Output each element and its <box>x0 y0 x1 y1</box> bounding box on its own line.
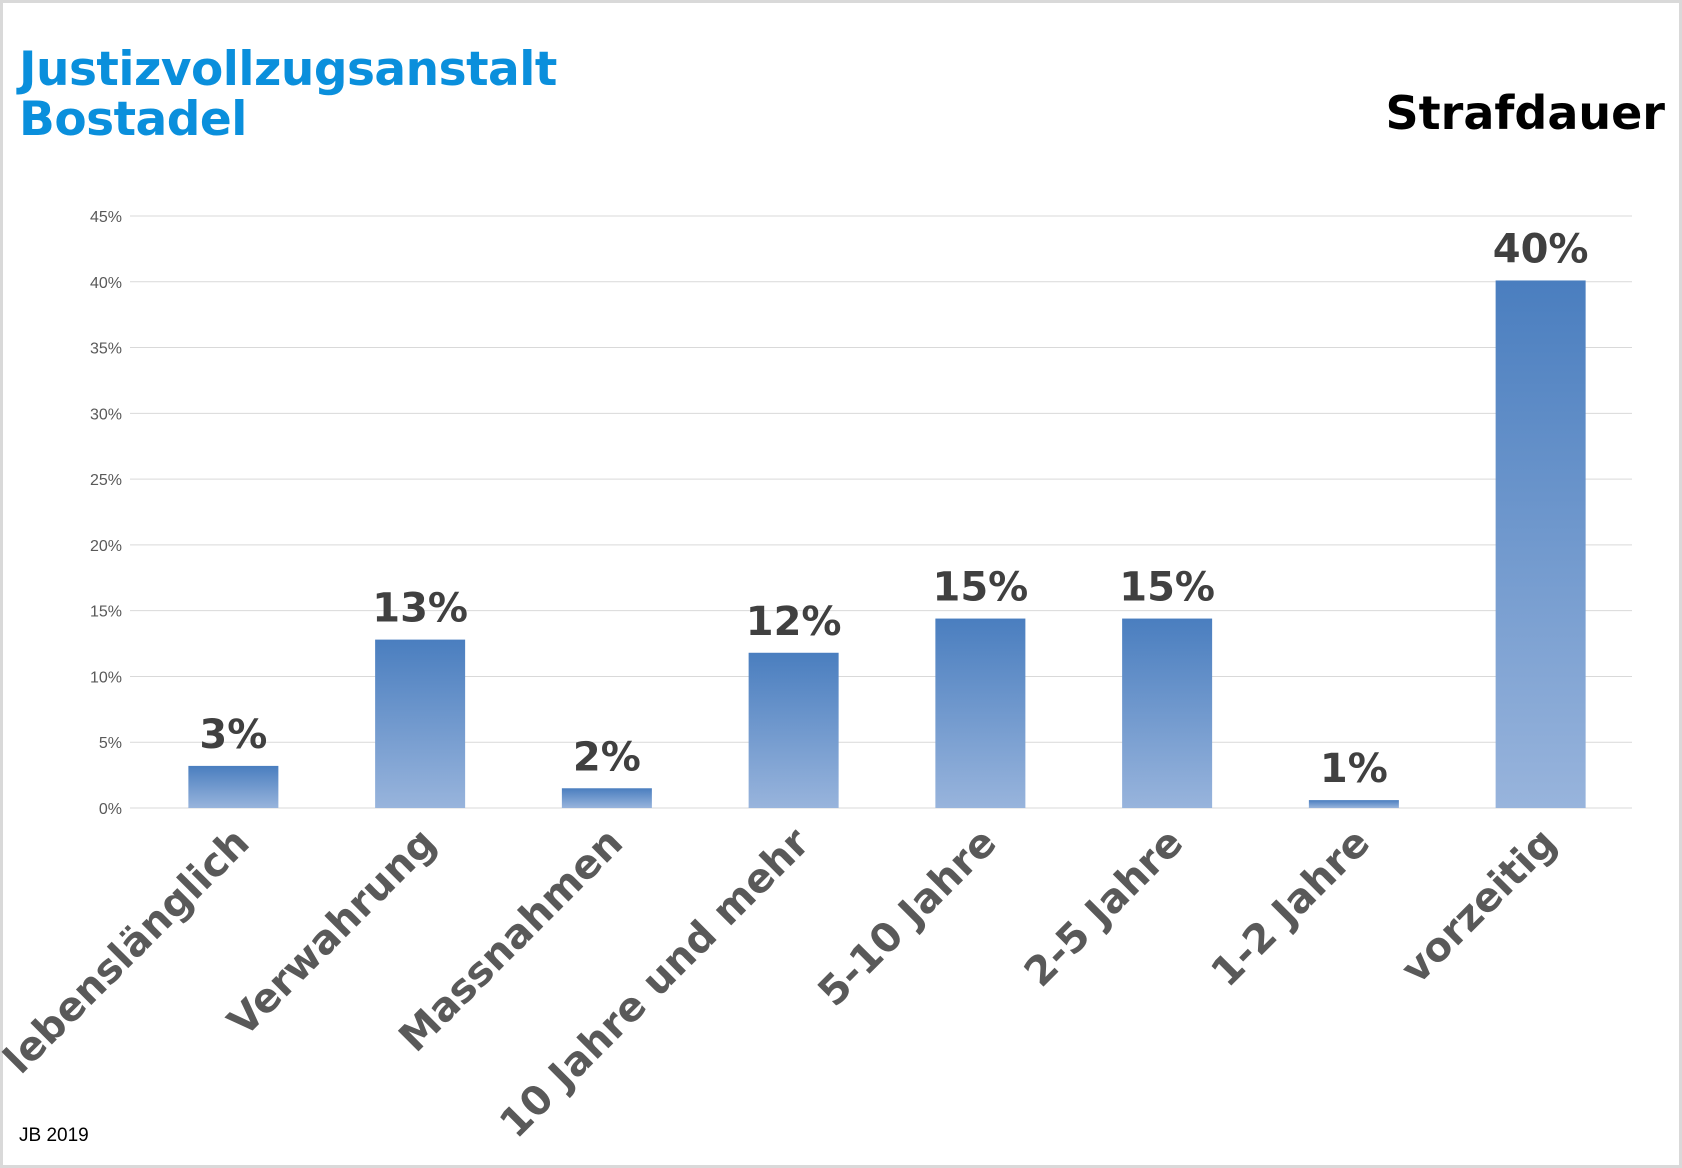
y-tick-label: 5% <box>99 735 122 752</box>
org-title-line2: Bostadel <box>19 92 247 147</box>
category-label: 2-5 Jahre <box>1016 820 1192 996</box>
data-label: 12% <box>746 599 842 645</box>
footer-note: JB 2019 <box>19 1125 89 1146</box>
data-label: 3% <box>199 712 267 758</box>
data-label: 13% <box>372 586 468 632</box>
data-labels: 3% 13% 2% 12% 15% 15% 1% 40% <box>199 226 1588 792</box>
y-tick-label: 10% <box>90 669 122 686</box>
category-label: lebenslänglich <box>0 820 258 1083</box>
bar <box>561 788 652 808</box>
y-tick-label: 15% <box>90 604 122 621</box>
bar <box>748 652 839 808</box>
data-label: 2% <box>573 734 641 780</box>
bar <box>1495 280 1586 808</box>
y-tick-label: 30% <box>90 406 122 423</box>
org-title: Justizvollzugsanstalt Bostadel <box>19 45 557 145</box>
bar <box>935 618 1026 808</box>
category-label: vorzeitig <box>1393 820 1566 993</box>
bars <box>188 280 1586 808</box>
chart-title: Strafdauer <box>1385 86 1665 140</box>
category-label: 5-10 Jahre <box>809 820 1005 1016</box>
bar <box>375 639 466 808</box>
y-tick-label: 0% <box>99 801 122 818</box>
org-title-line1: Justizvollzugsanstalt <box>19 42 557 97</box>
bar <box>1308 800 1399 808</box>
data-label: 15% <box>933 565 1029 611</box>
y-tick-label: 35% <box>90 341 122 358</box>
y-tick-label: 20% <box>90 538 122 555</box>
y-tick-label: 45% <box>90 209 122 226</box>
data-label: 15% <box>1119 565 1215 611</box>
data-label: 40% <box>1493 226 1589 272</box>
category-label: 10 Jahre und mehr <box>491 819 819 1147</box>
category-label: 1-2 Jahre <box>1203 820 1379 996</box>
y-tick-label: 40% <box>90 275 122 292</box>
bar <box>188 765 279 808</box>
gridlines <box>130 215 1632 809</box>
data-label: 1% <box>1320 746 1388 792</box>
y-axis-ticks: 0% 5% 10% 15% 20% 25% 30% 35% 40% 45% <box>90 209 122 818</box>
bar <box>1122 618 1213 808</box>
y-tick-label: 25% <box>90 472 122 489</box>
